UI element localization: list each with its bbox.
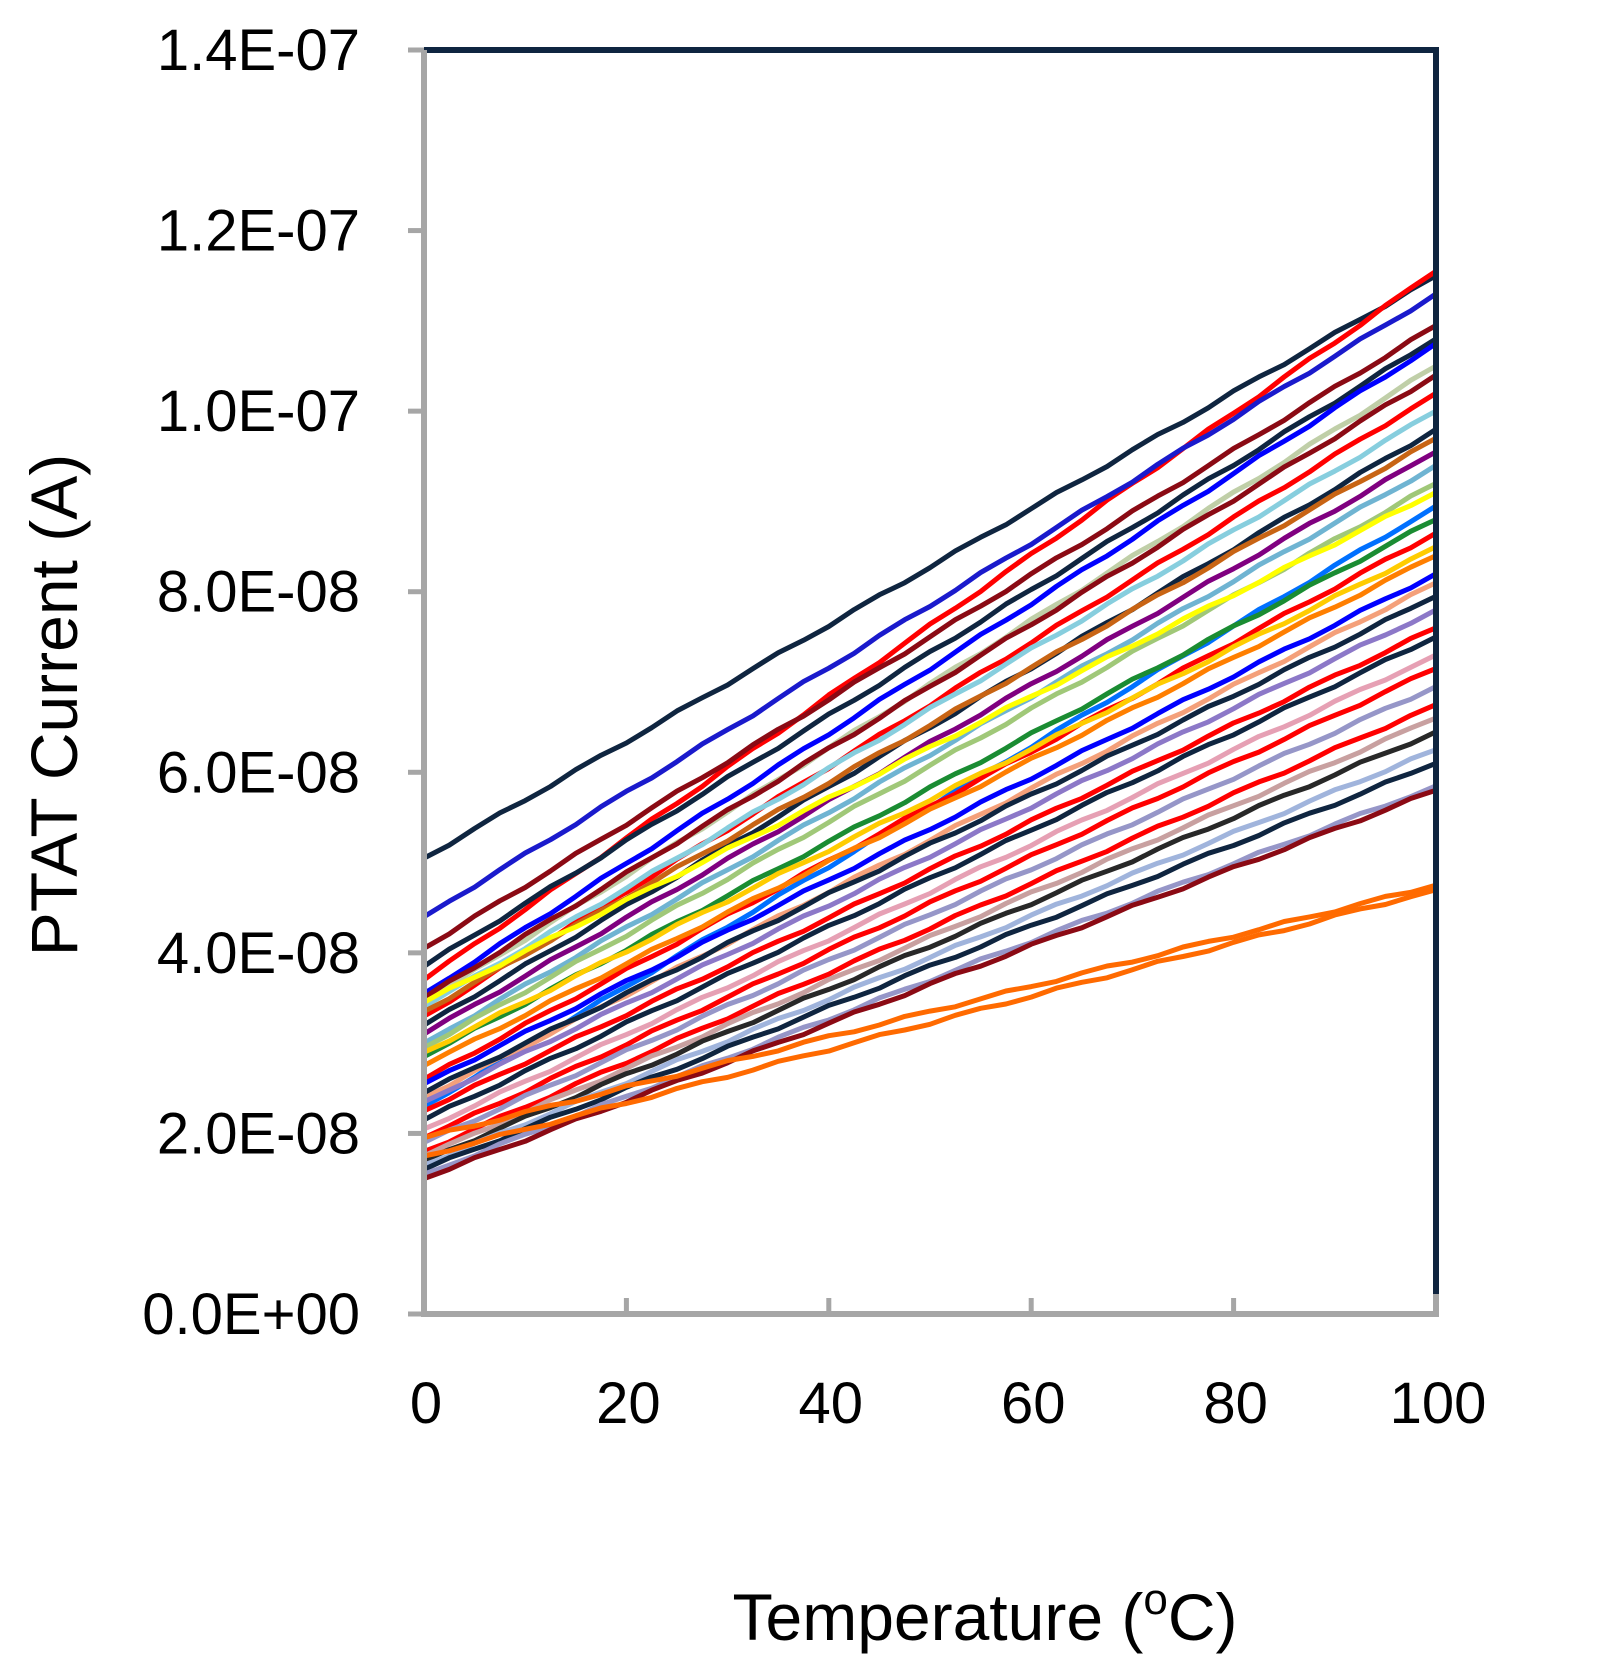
series-line-curve-32: [421, 715, 1439, 1159]
x-axis-title-tail: C): [1168, 1580, 1238, 1654]
series-line-curve-08: [421, 372, 1439, 1001]
x-tick-label: 100: [1390, 1371, 1487, 1436]
y-axis-title: PTAT Current (A): [17, 454, 91, 956]
series-line-curve-16: [421, 489, 1439, 1005]
y-tick-label: 1.4E-07: [157, 18, 360, 83]
series-line-curve-14: [421, 462, 1439, 1046]
series-layer: [421, 268, 1439, 1182]
x-axis-title-superscript: o: [1143, 1575, 1167, 1624]
series-line-curve-06: [421, 340, 1439, 996]
series-line-curve-01: [421, 273, 1439, 861]
series-line-curve-12: [421, 435, 1439, 1014]
series-line-curve-37: [421, 787, 1439, 1182]
series-line-curve-28: [421, 652, 1439, 1132]
y-tick-label: 1.2E-07: [157, 199, 360, 264]
series-line-curve-03: [421, 291, 1439, 920]
series-line-curve-35: [421, 760, 1439, 1172]
y-tick-label: 2.0E-08: [157, 1101, 360, 1166]
series-line-curve-31: [421, 702, 1439, 1154]
series-line-curve-39: [421, 887, 1439, 1159]
x-tick-label: 0: [410, 1371, 442, 1436]
series-line-curve-26: [421, 625, 1439, 1114]
series-line-curve-21: [421, 553, 1439, 1069]
x-tick-label: 20: [596, 1371, 661, 1436]
x-axis-title: Temperature (oC): [733, 1575, 1238, 1654]
series-line-curve-10: [421, 408, 1439, 1010]
series-line-curve-25: [421, 607, 1439, 1105]
y-axis-ticks: 0.0E+00 2.0E-08 4.0E-08 6.0E-08 8.0E-08 1.0E-…: [142, 18, 424, 1347]
y-tick-label: 0.0E+00: [142, 1282, 360, 1347]
x-axis-title-main: Temperature (: [733, 1580, 1144, 1654]
x-tick-label: 40: [799, 1371, 864, 1436]
series-line-curve-19: [421, 530, 1439, 1082]
plot-frame: [421, 47, 1439, 1317]
series-line-curve-04: [421, 322, 1439, 951]
series-line-curve-22: [421, 571, 1439, 1087]
series-line-curve-29: [421, 666, 1439, 1141]
x-tick-label: 60: [1001, 1371, 1066, 1436]
series-line-curve-30: [421, 684, 1439, 1145]
y-tick-label: 4.0E-08: [157, 921, 360, 986]
y-tick-label: 6.0E-08: [157, 740, 360, 805]
y-tick-label: 1.0E-07: [157, 379, 360, 444]
y-tick-label: 8.0E-08: [157, 560, 360, 625]
x-axis-ticks: 0 20 40 60 80 100: [410, 1298, 1487, 1436]
series-line-curve-33: [421, 729, 1439, 1163]
x-tick-label: 80: [1203, 1371, 1268, 1436]
series-line-curve-24: [421, 593, 1439, 1096]
series-line-curve-27: [421, 634, 1439, 1123]
series-line-curve-13: [421, 449, 1439, 1037]
series-line-curve-20: [421, 544, 1439, 1055]
series-line-curve-05: [421, 336, 1439, 969]
series-line-curve-38: [421, 882, 1439, 1141]
